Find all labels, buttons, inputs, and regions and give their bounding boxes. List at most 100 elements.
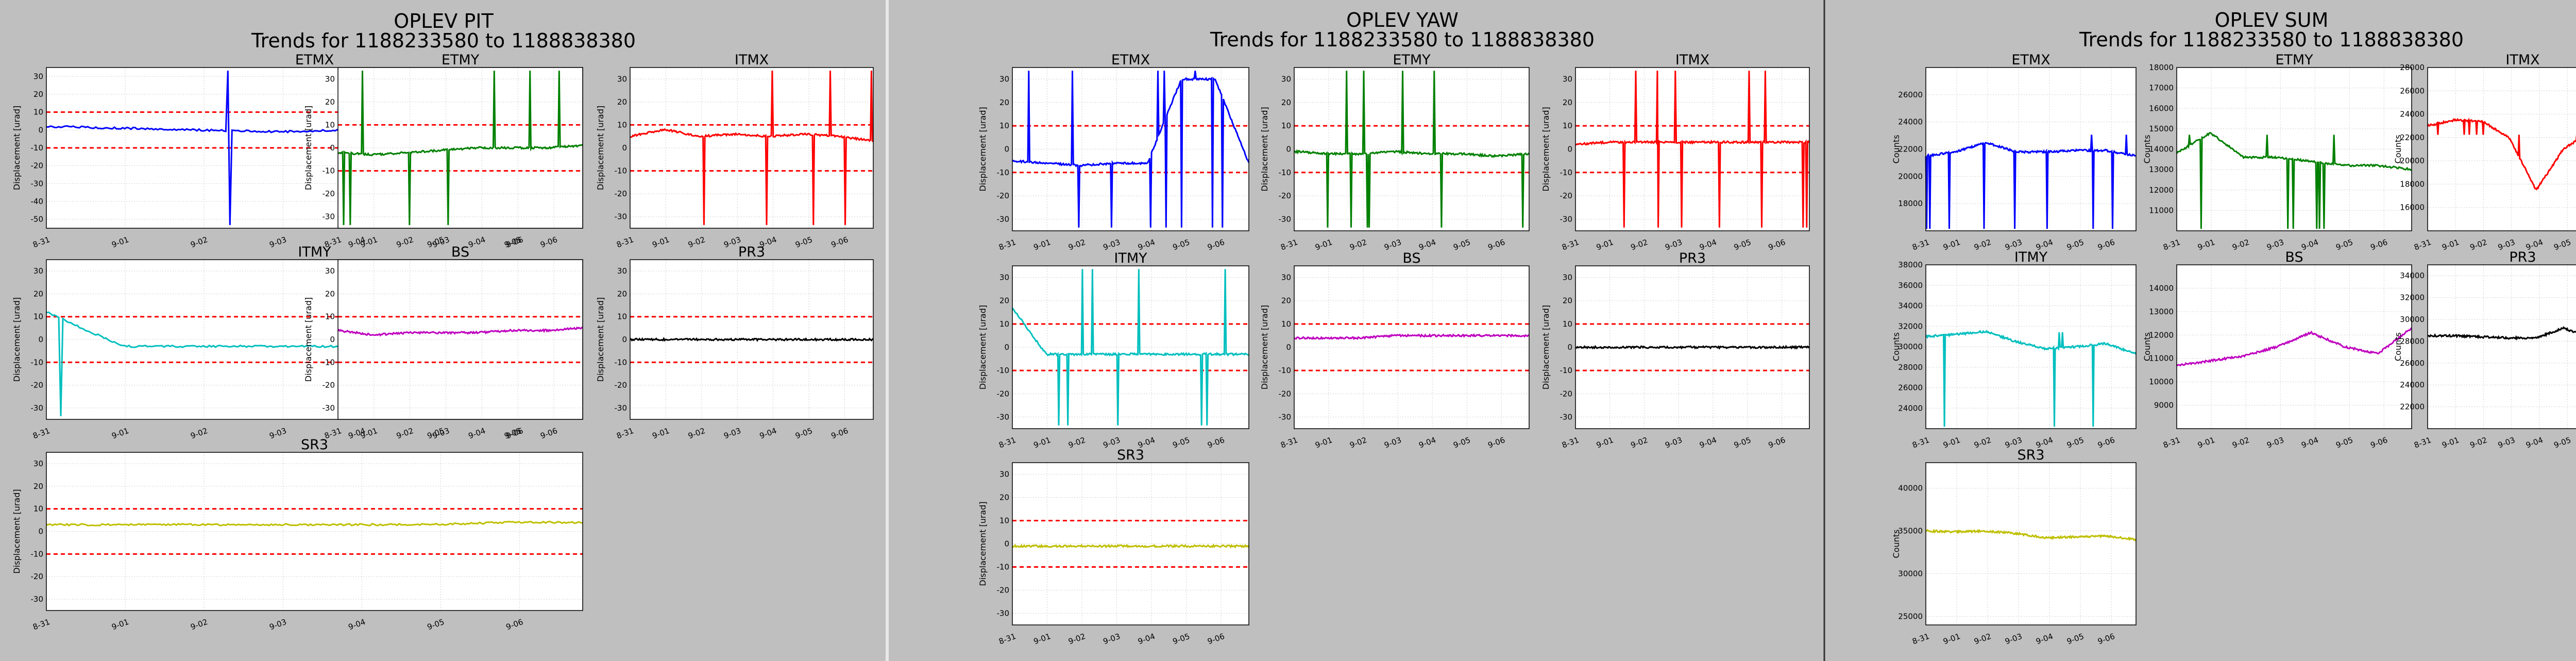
y-tick-label: 30 xyxy=(1281,273,1291,282)
series-line-etmy xyxy=(337,71,583,225)
y-tick-label: -10 xyxy=(997,366,1010,375)
series-line-sr3 xyxy=(1012,543,1250,549)
y-tick-label: 11000 xyxy=(2149,354,2174,363)
y-tick-label: -20 xyxy=(31,572,44,581)
y-tick-label: 10 xyxy=(33,504,43,514)
series-line-itmy xyxy=(1925,329,2137,427)
y-tick-label: 30 xyxy=(33,459,43,468)
y-tick-label: 10 xyxy=(999,319,1009,329)
y-tick-label: 20 xyxy=(999,493,1009,502)
y-tick-label: -10 xyxy=(997,168,1010,177)
y-tick-label: 20 xyxy=(325,97,335,107)
y-tick-label: -10 xyxy=(997,563,1010,572)
y-tick-label: 20 xyxy=(617,289,627,298)
y-tick-label: 30 xyxy=(617,74,627,83)
y-tick-label: -20 xyxy=(1560,191,1573,200)
y-tick-label: 13000 xyxy=(2149,165,2174,174)
y-tick-label: 30 xyxy=(999,470,1009,479)
series-line-etmx xyxy=(1012,71,1250,228)
series-line-pr3 xyxy=(1575,345,1810,350)
y-tick-label: 12000 xyxy=(2149,330,2174,340)
y-tick-label: 30 xyxy=(33,72,43,81)
plot-frame xyxy=(1925,67,2137,231)
y-axis-label: Counts xyxy=(1891,530,1901,558)
y-tick-label: -20 xyxy=(997,586,1010,595)
panel-title: ETMY xyxy=(1393,52,1431,68)
y-tick-label: -10 xyxy=(31,549,44,558)
y-tick-label: -20 xyxy=(323,189,335,198)
y-tick-label: -30 xyxy=(1560,412,1573,421)
y-tick-label: 30 xyxy=(1563,273,1572,282)
y-tick-label: 30000 xyxy=(1898,342,1923,351)
figure-title: OPLEV SUM xyxy=(2215,9,2329,31)
y-tick-label: 30 xyxy=(33,266,43,276)
panel-title: ITMX xyxy=(1675,52,1709,68)
y-tick-label: -30 xyxy=(323,403,335,413)
y-tick-label: 10 xyxy=(1281,319,1291,329)
y-tick-label: 12000 xyxy=(2149,185,2174,195)
y-tick-label: -50 xyxy=(31,215,44,224)
y-axis-label: Counts xyxy=(2142,332,2152,361)
y-tick-label: -10 xyxy=(1279,366,1292,375)
figure-subtitle: Trends for 1188233580 to 1188838380 xyxy=(1210,28,1595,51)
y-tick-label: 0 xyxy=(1567,145,1572,154)
series-line-etmy xyxy=(2176,131,2412,229)
y-tick-label: 24000 xyxy=(1898,403,1923,413)
y-tick-label: 32000 xyxy=(2400,293,2425,302)
y-tick-label: 30 xyxy=(325,266,335,276)
y-tick-label: 10 xyxy=(33,108,43,117)
plot-area xyxy=(2428,67,2576,231)
y-tick-label: 20 xyxy=(325,289,335,298)
plot-frame xyxy=(1925,264,2137,429)
y-tick-label: -30 xyxy=(997,609,1010,618)
plot-frame xyxy=(1925,462,2137,625)
figure-title: OPLEV PIT xyxy=(394,10,494,32)
plot-area xyxy=(1294,67,1529,231)
y-tick-label: -10 xyxy=(323,166,335,176)
y-tick-label: -20 xyxy=(31,381,44,390)
figure-title: OPLEV YAW xyxy=(1346,9,1459,31)
y-tick-label: 11000 xyxy=(2149,206,2174,215)
plot-frame xyxy=(337,67,583,229)
y-tick-label: 30000 xyxy=(1898,569,1923,579)
y-tick-label: 16000 xyxy=(2400,203,2425,212)
plot-frame xyxy=(1575,67,1810,231)
plot-frame xyxy=(1294,265,1530,429)
y-tick-label: 10 xyxy=(1563,319,1572,329)
y-tick-label: -10 xyxy=(1560,168,1573,177)
y-tick-label: 10 xyxy=(325,312,335,321)
y-axis-label: Displacement [urad] xyxy=(12,489,22,573)
y-axis-label: Displacement [urad] xyxy=(1541,305,1551,389)
series-line-pr3 xyxy=(629,336,874,342)
y-tick-label: 18000 xyxy=(1898,199,1923,208)
y-axis-label: Displacement [urad] xyxy=(1260,107,1269,191)
figure-subtitle: Trends for 1188233580 to 1188838380 xyxy=(2079,28,2464,51)
y-tick-label: 20 xyxy=(33,482,43,491)
y-tick-label: 30 xyxy=(999,75,1009,84)
y-axis-label: Displacement [urad] xyxy=(978,501,988,586)
y-tick-label: 26000 xyxy=(1898,383,1923,393)
y-tick-label: 34000 xyxy=(1898,301,1923,311)
y-tick-label: -30 xyxy=(615,212,628,222)
plot-area xyxy=(1294,266,1529,429)
panel-title: ETMX xyxy=(295,52,334,68)
y-tick-label: 0 xyxy=(330,143,335,152)
y-tick-label: 30 xyxy=(617,266,627,276)
y-tick-label: 9000 xyxy=(2154,401,2174,410)
y-tick-label: -30 xyxy=(1279,214,1292,224)
y-tick-label: 30 xyxy=(325,74,335,83)
panel-title: BS xyxy=(2285,249,2303,265)
y-tick-label: 26000 xyxy=(2400,86,2425,95)
panel-title: SR3 xyxy=(1117,447,1144,463)
y-tick-label: 30 xyxy=(999,273,1009,282)
y-tick-label: 17000 xyxy=(2149,83,2174,93)
y-axis-label: Counts xyxy=(1891,332,1901,361)
plot-frame xyxy=(2176,67,2412,231)
